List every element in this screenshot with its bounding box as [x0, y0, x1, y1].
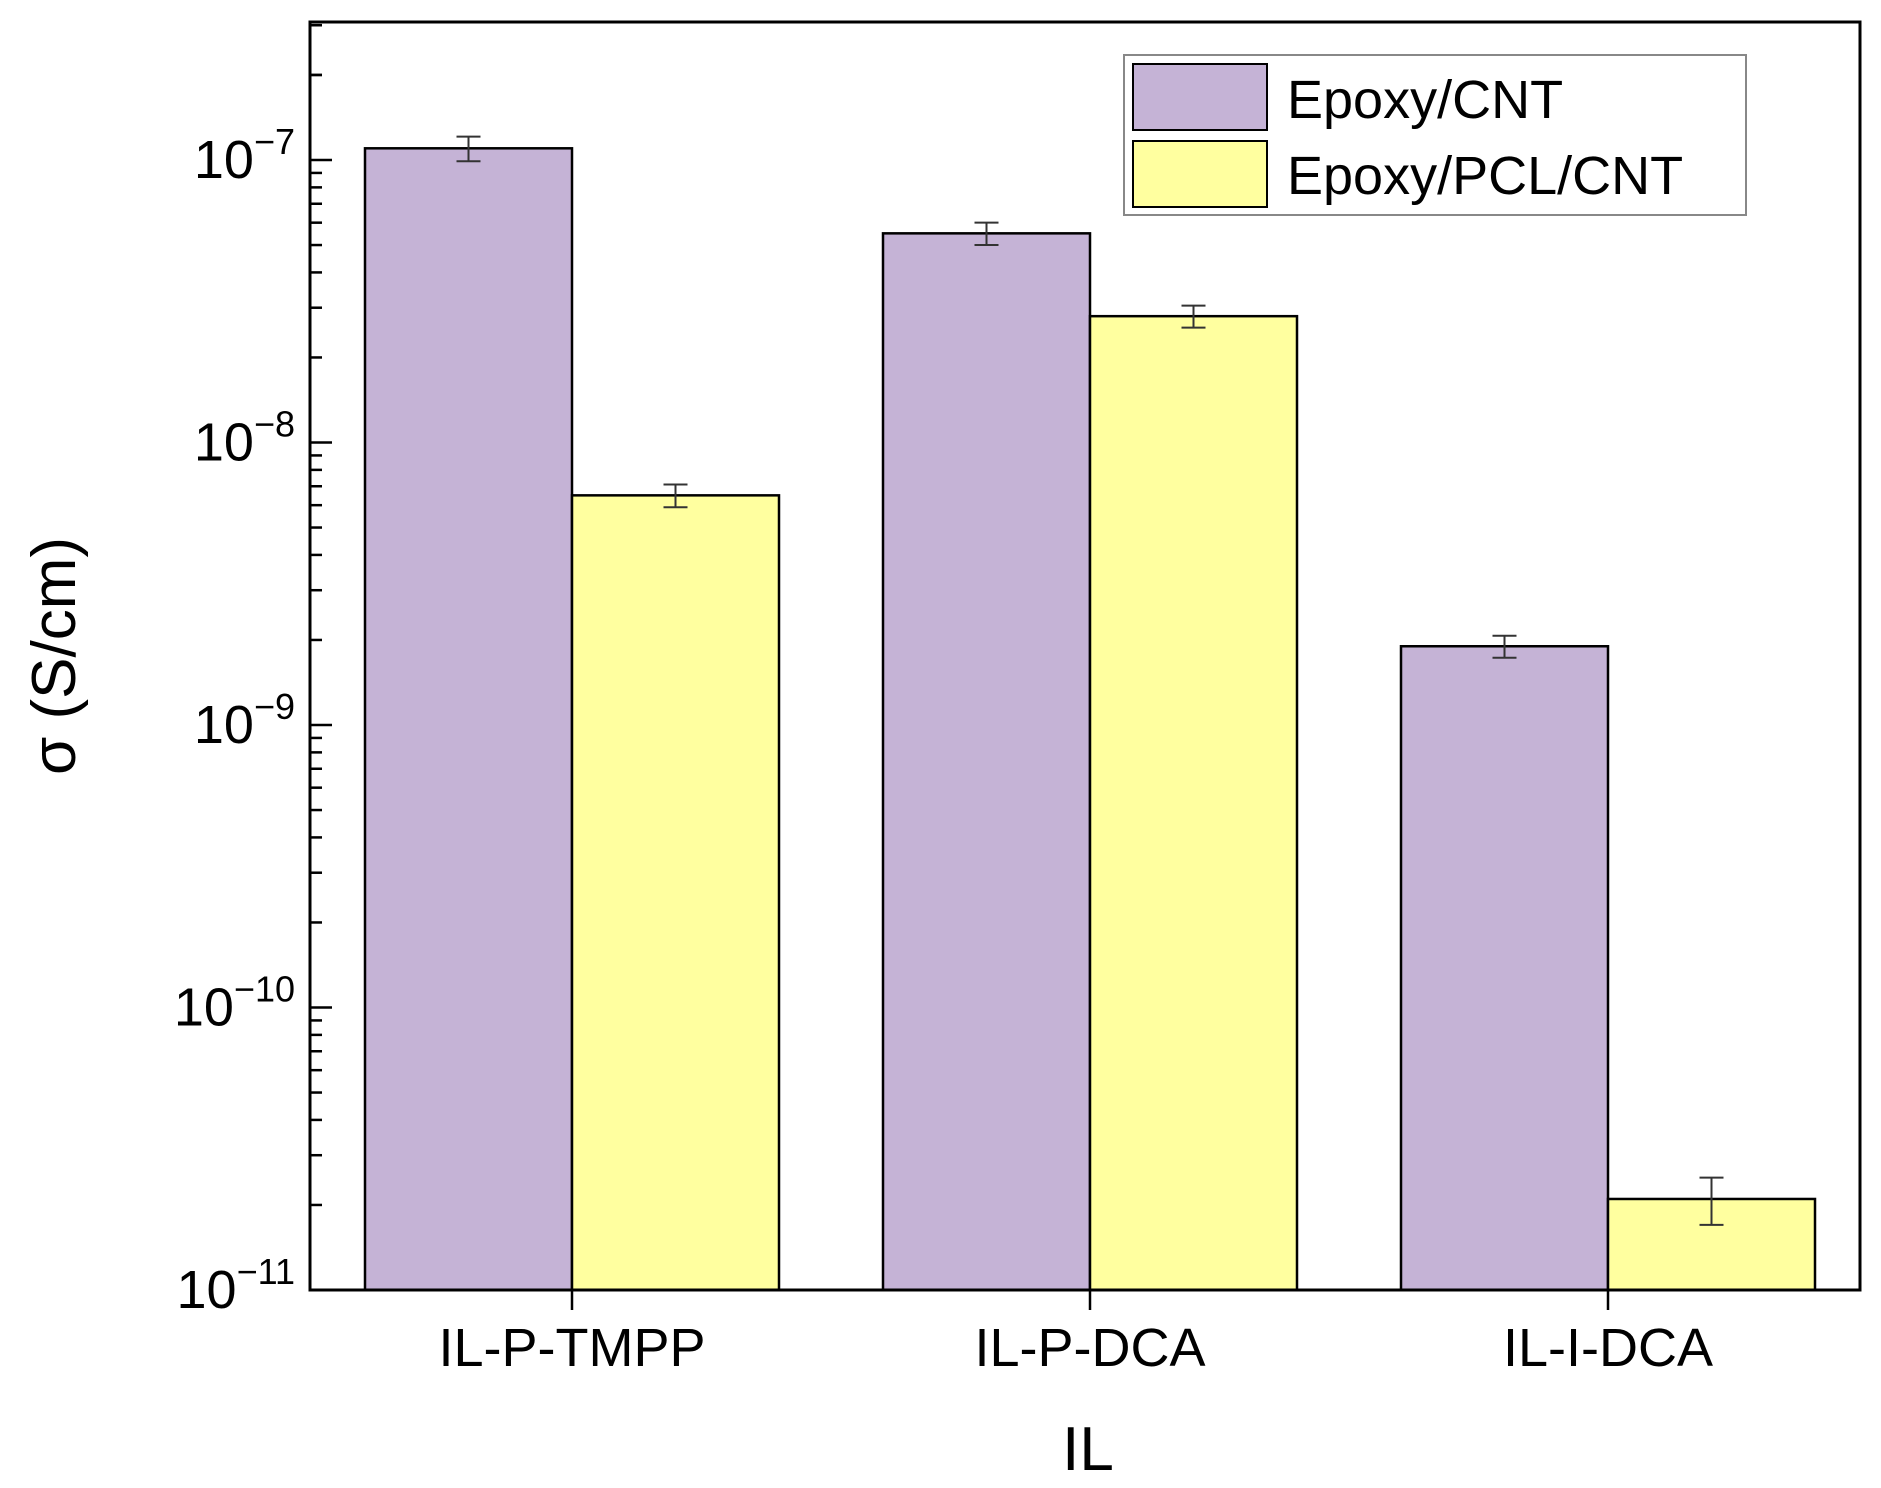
y-axis-ticks: 10−7 10−8 10−9 10−10 10−11 — [174, 23, 332, 1320]
legend-swatch-epoxy-cnt — [1132, 63, 1268, 131]
y-axis-label: σ (S/cm) — [20, 537, 89, 775]
legend-label-epoxy-pcl-cnt: Epoxy/PCL/CNT — [1287, 146, 1683, 206]
bars-layer — [363, 147, 1817, 1292]
y-tick-label: 10−10 — [174, 969, 295, 1038]
error-bar-il-p-dca-epoxy-cnt — [974, 221, 999, 247]
x-tick-label: IL-P-DCA — [974, 1318, 1205, 1378]
bar-il-p-dca-epoxy-pcl-cnt — [1088, 314, 1299, 1292]
x-axis-ticks: IL-P-TMPP IL-P-DCA IL-I-DCA — [438, 1290, 1713, 1378]
error-bar-il-i-dca-epoxy-cnt — [1492, 634, 1517, 659]
y-tick-label: 10−9 — [194, 686, 295, 755]
x-tick-label: IL-P-TMPP — [438, 1318, 705, 1378]
errorbars-layer — [456, 135, 1724, 1226]
bar-il-p-tmpp-epoxy-cnt — [363, 147, 574, 1292]
legend-swatch-epoxy-pcl-cnt — [1132, 140, 1268, 208]
legend-label-epoxy-cnt: Epoxy/CNT — [1287, 70, 1563, 130]
legend: Epoxy/CNT Epoxy/PCL/CNT — [1123, 54, 1747, 216]
y-tick-label: 10−11 — [177, 1251, 295, 1320]
y-tick-label: 10−7 — [194, 121, 295, 190]
x-tick-label: IL-I-DCA — [1503, 1318, 1713, 1378]
bar-il-p-dca-epoxy-cnt — [881, 232, 1092, 1292]
y-tick-label: 10−8 — [194, 404, 295, 473]
error-bar-il-p-dca-epoxy-pcl-cnt — [1181, 304, 1206, 329]
error-bar-il-i-dca-epoxy-pcl-cnt — [1699, 1176, 1724, 1226]
plot-frame — [308, 20, 1862, 1292]
x-axis-label: IL — [1062, 1415, 1114, 1484]
error-bar-il-p-tmpp-epoxy-pcl-cnt — [663, 483, 688, 509]
bar-il-i-dca-epoxy-cnt — [1399, 645, 1610, 1292]
bar-il-p-tmpp-epoxy-pcl-cnt — [570, 494, 781, 1292]
error-bar-il-p-tmpp-epoxy-cnt — [456, 135, 481, 163]
